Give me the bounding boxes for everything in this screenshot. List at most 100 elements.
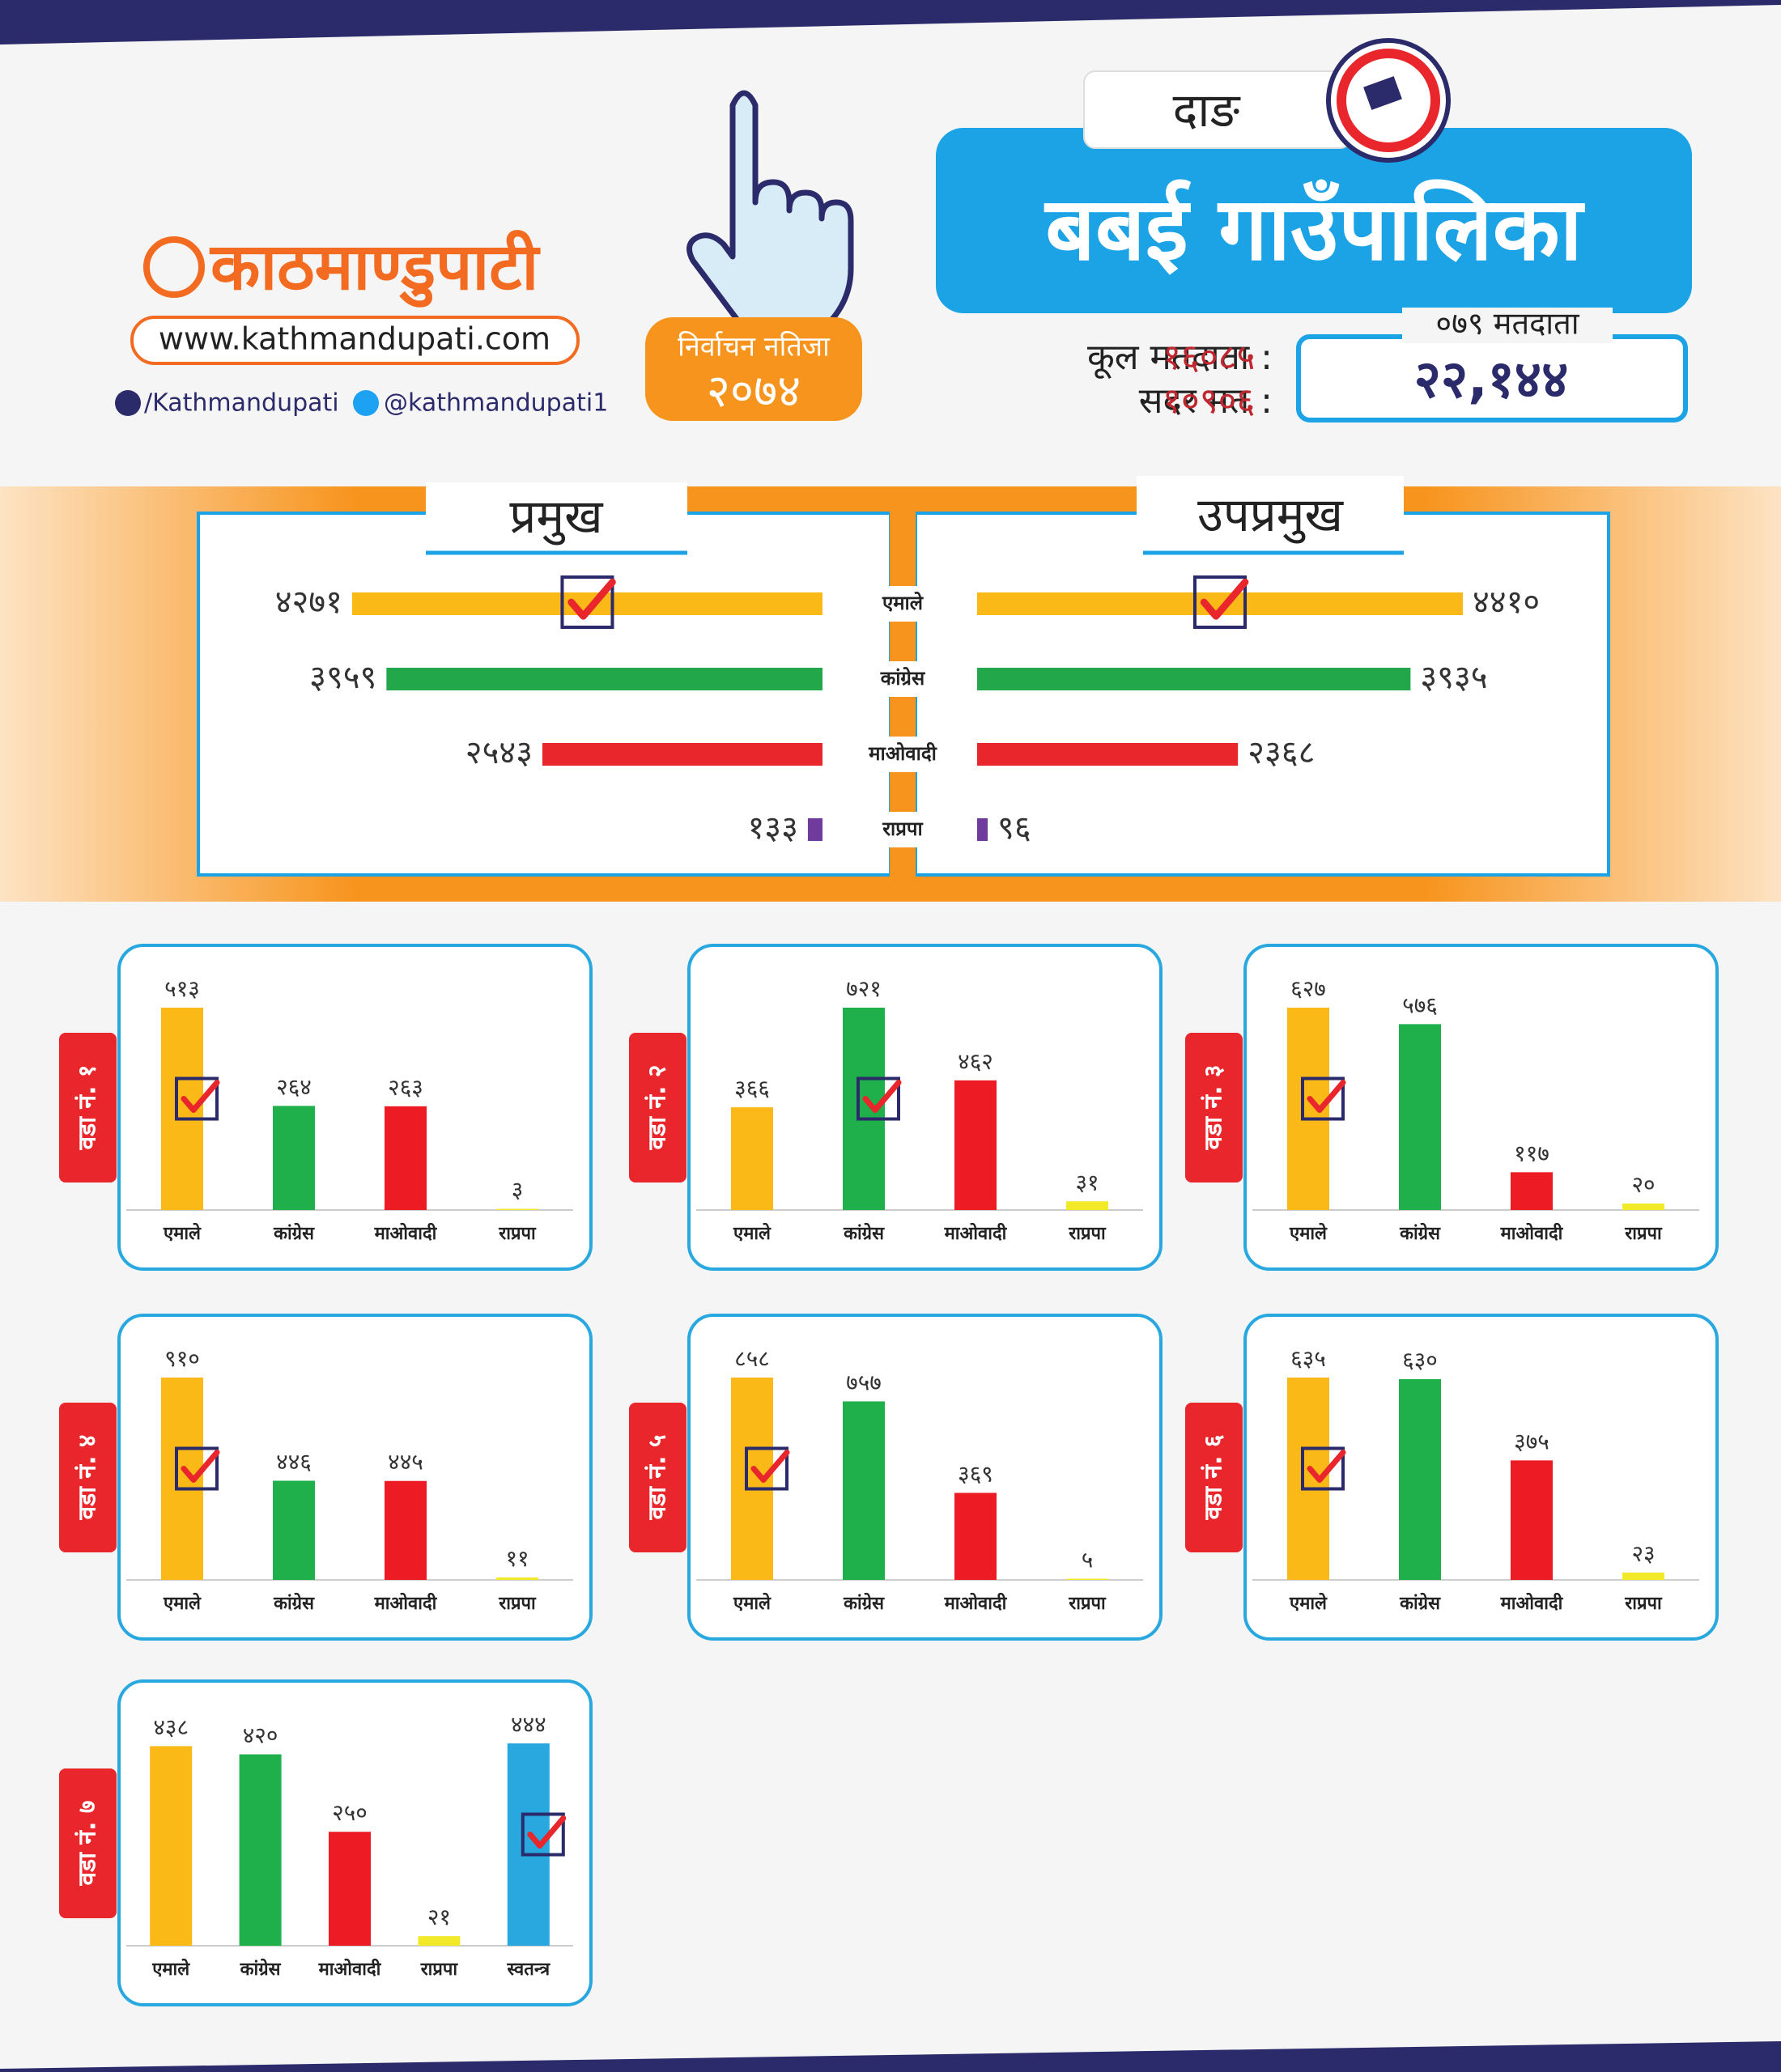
category-label: एमाले bbox=[151, 1958, 190, 1980]
value-label: २० bbox=[1631, 1171, 1655, 1198]
value-label: ४६२ bbox=[958, 1048, 993, 1075]
value-label: ३१ bbox=[1075, 1169, 1099, 1195]
value-label: ३७५ bbox=[1514, 1428, 1549, 1454]
ward-title: वडा नं. ४ bbox=[74, 1434, 102, 1520]
category-label: माओवादी bbox=[1500, 1592, 1564, 1614]
ward-card bbox=[1243, 1314, 1719, 1641]
category-label: माओवादी bbox=[944, 1222, 1008, 1244]
voters-079-label: ०७९ मतदाता bbox=[1435, 306, 1579, 342]
value-label: ४४६ bbox=[276, 1448, 312, 1475]
winner-check bbox=[1307, 1450, 1346, 1483]
bar bbox=[1511, 1172, 1553, 1210]
bar bbox=[418, 1936, 461, 1946]
bar bbox=[496, 1577, 538, 1580]
value-label: २१ bbox=[427, 1904, 451, 1930]
value-label: ११७ bbox=[1514, 1140, 1549, 1166]
category-label: राप्रपा bbox=[1624, 1224, 1663, 1244]
emblem-ring bbox=[1337, 49, 1440, 152]
value-label: ८५८ bbox=[734, 1345, 770, 1372]
category-box bbox=[854, 737, 951, 772]
ward-tab bbox=[59, 1033, 117, 1182]
value-label: ६३० bbox=[1402, 1347, 1438, 1374]
category-label: माओवादी bbox=[374, 1592, 438, 1614]
value-label: १३३ bbox=[747, 809, 797, 847]
website: www.kathmandupati.com bbox=[159, 321, 550, 357]
category-label: माओवादी bbox=[318, 1958, 382, 1980]
value-label: ४३८ bbox=[153, 1713, 189, 1740]
bar bbox=[329, 1832, 371, 1946]
value-label: ७५७ bbox=[846, 1369, 882, 1395]
bar bbox=[1399, 1378, 1441, 1580]
logo-mark bbox=[143, 236, 205, 298]
category-box bbox=[854, 812, 951, 847]
winner-box bbox=[1301, 1446, 1345, 1491]
category-label: माओवादी bbox=[1500, 1222, 1564, 1244]
bar bbox=[843, 1401, 885, 1580]
ward-tab bbox=[1185, 1033, 1243, 1182]
ward-tab bbox=[1185, 1403, 1243, 1552]
ward-card bbox=[117, 1314, 593, 1641]
category-label: राप्रपा bbox=[498, 1224, 537, 1244]
bar bbox=[1066, 1201, 1108, 1210]
value-label: ४४१० bbox=[1473, 584, 1540, 621]
bar bbox=[150, 1746, 193, 1946]
ward-title: वडा नं. ७ bbox=[74, 1800, 102, 1886]
ward-tab bbox=[59, 1768, 117, 1918]
twitter: @kathmandupati1 bbox=[384, 389, 608, 418]
category-label: एमाले bbox=[163, 1592, 202, 1614]
winner-box bbox=[521, 1812, 565, 1857]
category-label: कांग्रेस bbox=[273, 1222, 315, 1244]
ward-card bbox=[117, 944, 593, 1271]
election-box bbox=[645, 317, 862, 421]
category-label: एमाले bbox=[163, 1222, 202, 1244]
category-label: माओवादी bbox=[374, 1222, 438, 1244]
emblem-ballot bbox=[1363, 76, 1402, 110]
value-label: ३ bbox=[512, 1177, 524, 1204]
ward-tab bbox=[629, 1403, 686, 1552]
value-label: ६२७ bbox=[1290, 975, 1326, 1002]
bar bbox=[385, 1106, 427, 1210]
value-label: ४४४ bbox=[511, 1711, 546, 1738]
bottom-stripe bbox=[0, 2041, 1781, 2072]
category-label: एमाले bbox=[733, 1592, 771, 1614]
election-year: २०७४ bbox=[707, 365, 801, 418]
panel-left bbox=[197, 512, 892, 877]
ward-card bbox=[687, 944, 1163, 1271]
bar bbox=[977, 743, 1239, 766]
winner-box bbox=[560, 575, 614, 629]
winner-check bbox=[862, 1080, 902, 1113]
value-label: ३६६ bbox=[734, 1075, 770, 1102]
bar bbox=[807, 818, 822, 841]
ward-card bbox=[1243, 944, 1719, 1271]
top-stripe bbox=[0, 0, 1781, 45]
tab-right bbox=[1137, 476, 1404, 553]
winner-check bbox=[750, 1450, 790, 1483]
logo-text: काठमाण्डुपाटी bbox=[209, 229, 541, 308]
category-label: कांग्रेस bbox=[843, 1592, 885, 1614]
winner-check bbox=[567, 578, 616, 620]
value-label: २५४३ bbox=[465, 734, 533, 771]
value-label: २५० bbox=[332, 1799, 368, 1826]
value-label: ९६ bbox=[997, 809, 1031, 847]
category-label: स्वतन्त्र bbox=[506, 1959, 550, 1980]
value-label: ९१० bbox=[164, 1345, 200, 1372]
winner-check bbox=[527, 1815, 567, 1849]
bar bbox=[1622, 1572, 1664, 1580]
voters-079-label-bg bbox=[1402, 308, 1613, 343]
category-box bbox=[854, 661, 951, 697]
municipality: बबई गाउँपालिका bbox=[1044, 179, 1585, 280]
tab-left bbox=[426, 482, 687, 553]
valid-votes: १०९०६ bbox=[1163, 380, 1255, 422]
value-label: ३९३५ bbox=[1420, 659, 1487, 696]
ward-title: वडा नं. ६ bbox=[1200, 1434, 1228, 1520]
voters-079: २२,१४४ bbox=[1414, 350, 1569, 410]
bar bbox=[731, 1107, 773, 1210]
bar bbox=[542, 743, 822, 766]
value-label: ३६९ bbox=[958, 1460, 993, 1487]
category-label: कांग्रेस bbox=[1399, 1592, 1441, 1614]
value-label: ११ bbox=[505, 1545, 529, 1572]
category-label: राप्रपा bbox=[1068, 1594, 1107, 1614]
category-label: एमाले bbox=[733, 1222, 771, 1244]
winner-box bbox=[856, 1076, 900, 1121]
district: दाङ bbox=[1173, 83, 1242, 138]
